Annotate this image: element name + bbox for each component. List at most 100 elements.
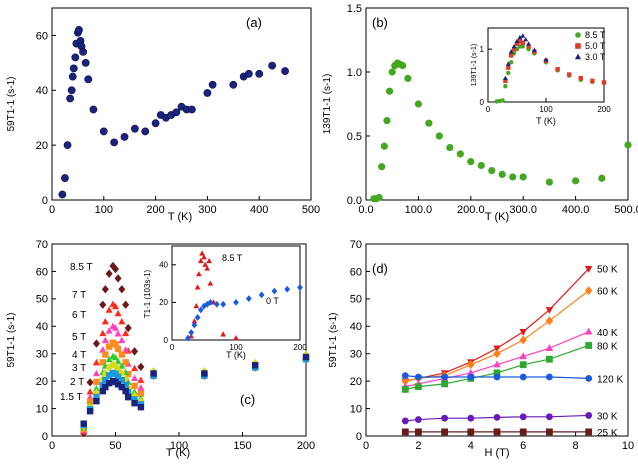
data-point bbox=[467, 360, 475, 370]
data-point bbox=[137, 390, 145, 397]
inset-data-point bbox=[220, 331, 227, 337]
data-point bbox=[118, 362, 126, 369]
data-point bbox=[519, 335, 527, 345]
panel-c-inset: 0 100 200 0 20 40 T (K) T1-1 (103s-1) 8.5 T 0 … bbox=[143, 245, 307, 360]
data-point bbox=[75, 26, 83, 34]
field-label: 3 T bbox=[72, 363, 86, 374]
data-point bbox=[229, 80, 238, 89]
x-tick-label: 400 bbox=[250, 204, 268, 216]
y-tick-label: 30 bbox=[350, 349, 362, 361]
data-point bbox=[102, 376, 109, 384]
data-point bbox=[84, 75, 93, 84]
data-point bbox=[114, 381, 122, 388]
series-label: 50 K bbox=[597, 265, 618, 276]
y-tick-label: 0 bbox=[164, 336, 169, 345]
x-tick-label: 500.0 bbox=[614, 204, 638, 216]
inset-data-point bbox=[517, 39, 523, 44]
data-point bbox=[111, 264, 120, 274]
data-point bbox=[86, 378, 94, 387]
data-point bbox=[401, 376, 410, 386]
x-tick-label: 500 bbox=[302, 204, 320, 216]
series-line bbox=[405, 331, 589, 388]
data-point bbox=[118, 351, 126, 358]
data-point bbox=[519, 428, 527, 436]
data-point bbox=[124, 323, 132, 333]
inset-data-point bbox=[188, 329, 195, 336]
data-point bbox=[114, 309, 122, 317]
data-point bbox=[624, 141, 632, 149]
data-point bbox=[572, 177, 580, 185]
field-label: 6 T bbox=[72, 310, 86, 321]
inset-data-point bbox=[201, 254, 207, 260]
data-point bbox=[137, 362, 145, 372]
data-point bbox=[467, 368, 475, 376]
y-tick-label: 0 bbox=[42, 195, 48, 207]
data-point bbox=[114, 330, 122, 337]
data-point bbox=[585, 428, 593, 436]
field-label: 7 T bbox=[72, 290, 86, 301]
data-point bbox=[92, 358, 100, 366]
inset-data-point bbox=[206, 257, 212, 264]
data-point bbox=[383, 117, 391, 125]
legend-marker bbox=[575, 43, 581, 49]
data-point bbox=[477, 161, 485, 170]
panel-b-inset: 0 100 200 0 1 T (K) 139T1-1 (s-1) 8.5 T5.0 T… bbox=[471, 27, 611, 126]
inset-data-point bbox=[271, 287, 278, 295]
data-point bbox=[150, 370, 157, 377]
panel-d-frame bbox=[365, 243, 629, 437]
y-tick-label: 0 bbox=[480, 98, 485, 107]
data-point bbox=[546, 413, 553, 421]
inset-data-point bbox=[196, 271, 202, 277]
data-point bbox=[203, 89, 212, 97]
data-point bbox=[446, 143, 454, 152]
x-tick-label: 200 bbox=[297, 440, 315, 452]
y-tick-label: 1.0 bbox=[347, 67, 362, 79]
data-point bbox=[519, 352, 527, 360]
data-point bbox=[110, 138, 119, 147]
inset-data-point bbox=[194, 314, 201, 321]
x-tick-label: 300 bbox=[198, 204, 216, 216]
inset-data-point bbox=[506, 70, 511, 76]
field-label: 4 T bbox=[72, 350, 86, 361]
data-point bbox=[519, 373, 527, 381]
data-point bbox=[80, 420, 87, 427]
data-point bbox=[415, 428, 422, 436]
x-tick-label: 200 bbox=[293, 343, 307, 352]
panel-b-inset-xlabel: T (K) bbox=[536, 116, 556, 126]
data-point bbox=[102, 351, 109, 358]
data-point bbox=[58, 190, 67, 199]
x-tick-label: 6 bbox=[520, 440, 526, 452]
inset-data-point bbox=[509, 53, 514, 58]
data-point bbox=[105, 355, 113, 363]
y-tick-label: 20 bbox=[36, 376, 48, 388]
inset-data-point bbox=[543, 57, 549, 62]
data-point bbox=[584, 286, 593, 296]
y-tick-label: 40 bbox=[350, 321, 362, 333]
inset-data-point bbox=[207, 280, 214, 286]
legend-label: 3.0 T bbox=[585, 52, 606, 62]
y-tick-label: 50 bbox=[350, 294, 362, 306]
data-point bbox=[493, 413, 501, 421]
data-point bbox=[404, 74, 412, 82]
data-point bbox=[456, 150, 464, 158]
y-tick-label: 1 bbox=[480, 45, 485, 54]
data-point bbox=[467, 428, 475, 436]
data-point bbox=[114, 274, 122, 283]
data-point bbox=[71, 53, 80, 62]
inset-data-point bbox=[526, 41, 532, 46]
panel-a-label: (a) bbox=[246, 15, 262, 30]
data-point bbox=[380, 142, 388, 150]
inset-data-point bbox=[197, 257, 204, 264]
y-tick-label: 20 bbox=[159, 298, 168, 307]
field-label: 5 T bbox=[72, 332, 86, 343]
x-tick-label: 50 bbox=[109, 440, 121, 452]
data-point bbox=[93, 378, 100, 386]
data-point bbox=[114, 373, 122, 380]
data-point bbox=[118, 285, 126, 294]
x-tick-label: 0 bbox=[170, 343, 175, 352]
data-point bbox=[130, 124, 139, 133]
x-tick-label: 0.0 bbox=[358, 204, 373, 216]
data-point bbox=[105, 363, 113, 372]
legend-marker bbox=[574, 53, 582, 60]
y-tick-label: 60 bbox=[350, 266, 362, 278]
